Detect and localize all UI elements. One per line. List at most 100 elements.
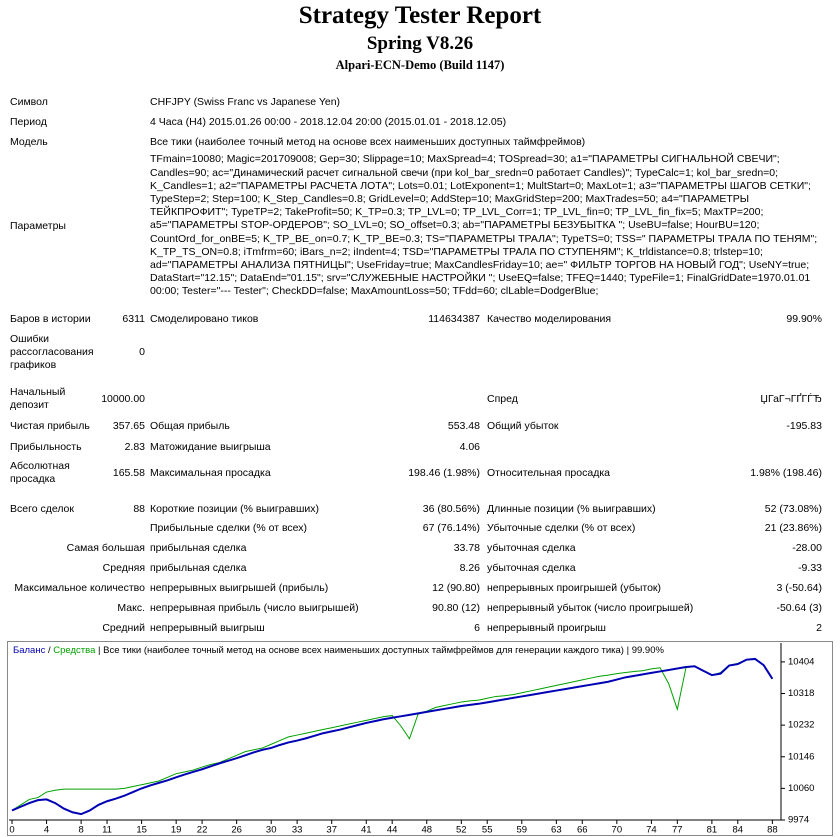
report-title: Strategy Tester Report [298, 2, 542, 29]
y-tick-label: 10318 [788, 688, 814, 699]
value: Средняя [102, 561, 145, 574]
chart-frame [7, 641, 833, 836]
value: 357.65 [112, 419, 145, 432]
series-line [11, 658, 773, 811]
label: непрерывных выигрышей (прибыль) [150, 581, 329, 594]
value: Максимальное количество [14, 581, 145, 594]
label: Параметры [10, 219, 66, 232]
value: 10000.00 [101, 392, 145, 405]
x-tick-label: 22 [197, 825, 208, 836]
legend-separator: / [48, 645, 51, 656]
x-tick-label: 66 [577, 825, 588, 836]
x-tick-label: 52 [456, 825, 467, 836]
legend: Баланс / Средства | Все тики (наиболее т… [13, 645, 664, 656]
table-row: Чистая прибыль 357.65 Общая прибыль 553.48 О… [10, 416, 822, 436]
label: Смоделировано тиков [150, 312, 259, 325]
label: Символ [10, 95, 48, 108]
value: 2.83 [124, 440, 145, 453]
value: 6311 [122, 312, 145, 325]
legend-entry: Средства [53, 645, 96, 656]
label: Матожидание выигрыша [150, 440, 271, 453]
label: Общий убыток [487, 419, 559, 432]
label: непрерывная прибыль (число выигрышей) [150, 601, 359, 614]
x-tick-label: 88 [767, 825, 778, 836]
label: Короткие позиции (% выигравших) [150, 502, 320, 515]
server: Alpari-ECN-Demo (Build 1147) [335, 58, 505, 72]
label: Максимальная просадка [150, 466, 271, 479]
label: Относительная просадка [487, 466, 610, 479]
value: Самая большая [66, 541, 145, 554]
info-value: CHFJPY (Swiss Franc vs Japanese Yen) [150, 95, 341, 108]
x-tick-label: 41 [361, 825, 372, 836]
table-row: Всего сделок 88 Короткие позиции (% выигра… [10, 499, 822, 519]
label: Длинные позиции (% выигравших) [487, 502, 656, 515]
x-tick-label: 11 [102, 825, 112, 836]
value: 90.80 (12) [432, 601, 480, 614]
x-tick-label: 63 [551, 825, 562, 836]
table-row: Баров в истории 6311 Смоделировано тиков 11… [10, 309, 822, 329]
value: -9.33 [798, 561, 822, 574]
label: убыточная сделка [487, 561, 576, 574]
table-row: Средний непрерывный выигрыш 6 непрерывный п… [10, 618, 822, 638]
x-tick-label: 48 [421, 825, 432, 836]
value: 99.90% [786, 312, 822, 325]
x-tick-label: 55 [482, 825, 493, 836]
value: 198.46 (1.98%) [408, 466, 480, 479]
table-row: Абсолютная просадка 165.58 Максимальная пр… [10, 458, 822, 488]
value: 21 (23.86%) [764, 521, 822, 534]
value: Макс. [117, 601, 145, 614]
label: Начальный депозит [10, 386, 66, 411]
x-tick-label: 0 [9, 825, 14, 836]
table-row: Макс. непрерывная прибыль (число выигрыше… [10, 598, 822, 618]
chart-subtitle: | Все тики (наиболее точный метод на осн… [98, 645, 664, 656]
x-tick-label: 77 [672, 825, 683, 836]
label: убыточная сделка [487, 541, 576, 554]
table-row: Максимальное количество непрерывных выигр… [10, 578, 822, 598]
table-row: Самая большая прибыльная сделка 33.78 убыто… [10, 538, 822, 558]
x-tick-label: 8 [78, 825, 83, 836]
y-tick-label: 10404 [788, 656, 814, 667]
value: 52 (73.08%) [764, 502, 822, 515]
label: непрерывный убыток (число проигрышей) [487, 601, 694, 614]
table-row: Параметры TFmain=10080; Magic=201709008; … [10, 152, 822, 300]
x-tick-label: 4 [44, 825, 49, 836]
label: Баров в истории [10, 312, 91, 325]
x-tick-label: 30 [266, 825, 277, 836]
value: -28.00 [792, 541, 822, 554]
table-row: Прибыльность 2.83 Матожидание выигрыша 4.06 [10, 437, 822, 457]
table-row: Модель Все тики (наиболее точный метод на… [10, 132, 822, 152]
table-row: Период 4 Часа (H4) 2015.01.26 00:00 - 201… [10, 112, 822, 132]
table-row: Прибыльные сделки (% от всех) 67 (76.14%)… [10, 518, 822, 538]
value: ЏГаГ¬ГҐГЃЂ [760, 392, 822, 405]
value: 4.06 [459, 440, 480, 453]
label: непрерывный проигрыш [487, 621, 606, 634]
y-tick-label: 10232 [788, 720, 814, 731]
x-tick-label: 26 [231, 825, 242, 836]
label: прибыльная сделка [150, 541, 247, 554]
table-row: Символ CHFJPY (Swiss Franc vs Japanese Ye… [10, 92, 822, 112]
label: непрерывных проигрышей (убыток) [487, 581, 662, 594]
value: 36 (80.56%) [422, 502, 480, 515]
value: -195.83 [786, 419, 822, 432]
label: Качество моделирования [487, 312, 612, 325]
label: Всего сделок [10, 502, 74, 515]
table-row: Ошибки рассогласования графиков 0 [10, 330, 822, 374]
value: 88 [133, 502, 145, 515]
label: Общая прибыль [150, 419, 230, 432]
x-tick-label: 33 [292, 825, 303, 836]
table-row: Средняя прибыльная сделка 8.26 убыточная сд… [10, 558, 822, 578]
value: -50.64 (3) [776, 601, 822, 614]
value: 2 [816, 621, 822, 634]
y-tick-label: 10060 [788, 783, 814, 794]
y-tick-label: 10146 [788, 751, 814, 762]
x-tick-label: 81 [707, 825, 718, 836]
legend-entry: Баланс [13, 645, 46, 656]
x-tick-label: 84 [733, 825, 744, 836]
value: 114634387 [428, 312, 480, 325]
value: 67 (76.14%) [422, 521, 480, 534]
value: 553.48 [447, 419, 480, 432]
value: 0 [139, 345, 145, 358]
series-line [11, 657, 774, 816]
